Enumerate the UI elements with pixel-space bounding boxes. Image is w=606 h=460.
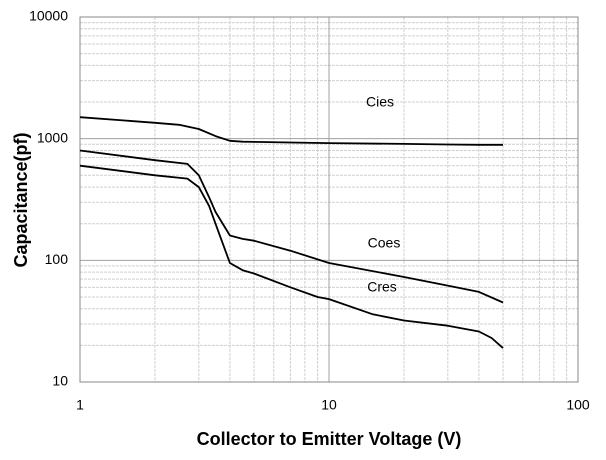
y-tick-label: 1000 — [37, 129, 68, 145]
x-tick-label: 100 — [566, 397, 590, 413]
plot-border — [79, 16, 579, 383]
series-label: Coes — [368, 235, 401, 251]
x-axis-title: Collector to Emitter Voltage (V) — [197, 429, 462, 449]
x-tick-label: 10 — [321, 397, 337, 413]
series-label: Cres — [367, 279, 397, 295]
y-tick-label: 100 — [45, 251, 69, 267]
y-axis-title: Capacitance(pf) — [11, 132, 31, 267]
x-tick-label: 1 — [76, 397, 84, 413]
series-line — [79, 116, 503, 146]
y-tick-label: 10000 — [29, 8, 68, 24]
series-line — [79, 164, 504, 349]
series-line — [79, 149, 504, 304]
series-label: Cies — [366, 94, 394, 110]
y-tick-label: 10 — [52, 373, 68, 389]
